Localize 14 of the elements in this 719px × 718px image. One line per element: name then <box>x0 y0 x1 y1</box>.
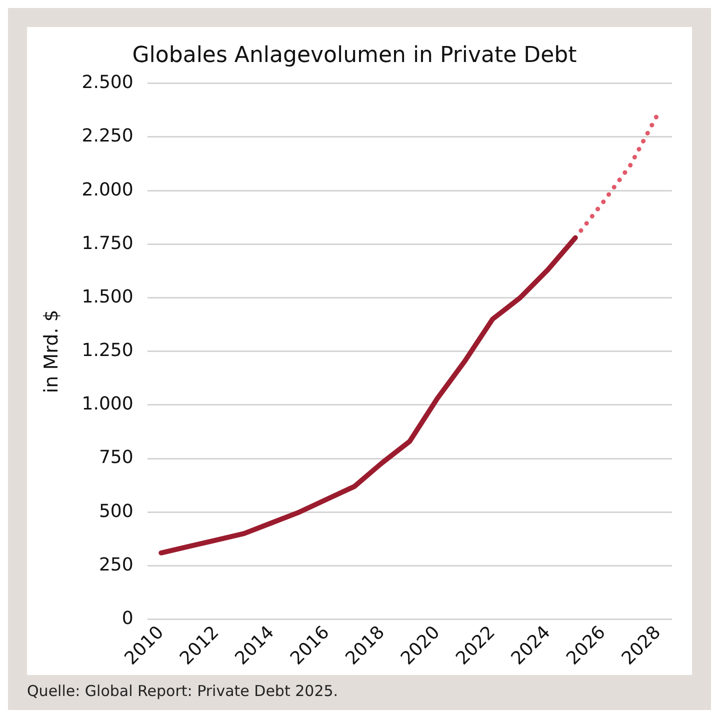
chart-title: Globales Anlagevolumen in Private Debt <box>132 42 578 68</box>
y-tick-label: 750 <box>98 447 134 468</box>
y-tick-label: 1.750 <box>82 232 134 254</box>
y-tick-label: 1.250 <box>82 340 134 362</box>
y-tick-label: 0 <box>122 608 134 630</box>
y-tick-label: 2.000 <box>82 179 134 200</box>
y-tick-label: 500 <box>98 500 134 522</box>
y-axis-title: in Mrd. $ <box>40 310 62 394</box>
y-tick-label: 2.500 <box>82 72 134 94</box>
y-tick-label: 2.250 <box>82 126 134 147</box>
source-note: Quelle: Global Report: Private Debt 2025. <box>27 682 338 700</box>
y-tick-label: 250 <box>98 554 134 576</box>
y-tick-label: 1.000 <box>82 394 134 415</box>
y-tick-label: 1.500 <box>82 286 134 308</box>
